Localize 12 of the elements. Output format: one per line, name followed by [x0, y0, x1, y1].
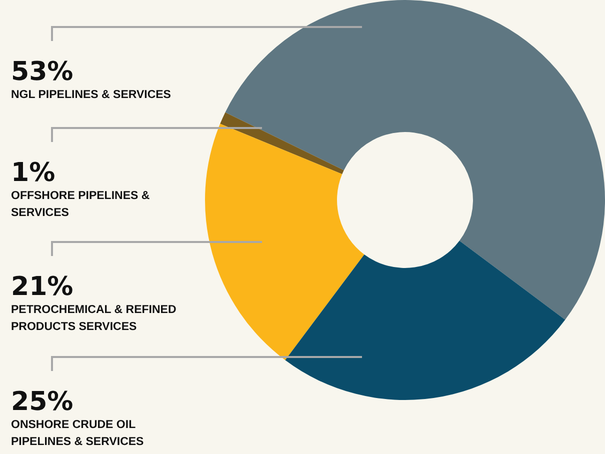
slice-label: PETROCHEMICAL & REFINED PRODUCTS SERVICES [11, 304, 176, 333]
donut-slice [220, 112, 344, 174]
data-label: 25% [11, 387, 74, 417]
slice-label: OFFSHORE PIPELINES & SERVICES [11, 190, 150, 219]
slice-label: ONSHORE CRUDE OIL PIPELINES & SERVICES [11, 419, 144, 448]
data-label: 53% [11, 57, 74, 87]
data-label: 21% [11, 272, 74, 302]
slice-label: NGL PIPELINES & SERVICES [11, 89, 172, 101]
donut-slice [225, 0, 605, 320]
data-label: 1% [11, 158, 56, 188]
donut-slice [205, 124, 364, 360]
donut-slice [285, 240, 566, 400]
